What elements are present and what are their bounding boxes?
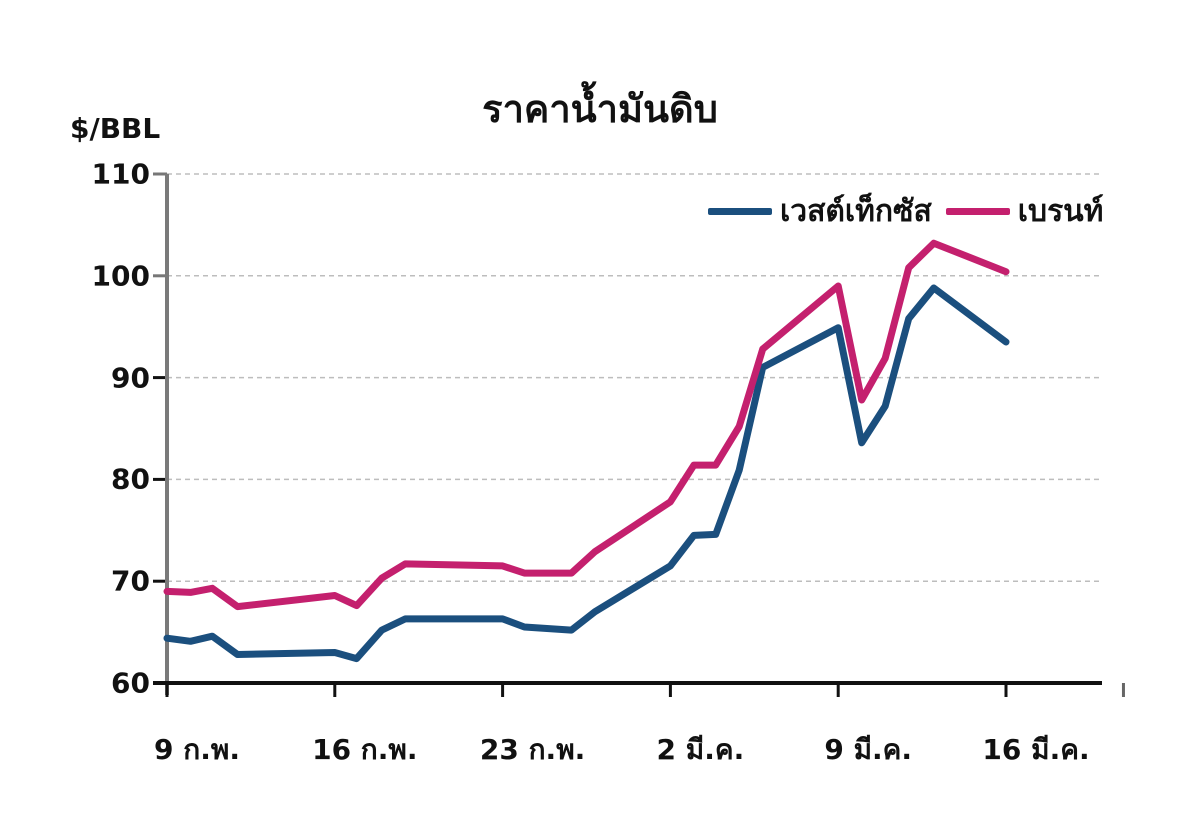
x-tick-label: 2 มี.ค. bbox=[656, 733, 745, 766]
x-tick-label: 9 มี.ค. bbox=[824, 733, 913, 766]
chart-title: ราคาน้ำมันดิบ bbox=[482, 87, 718, 131]
x-tick-label: 16 ก.พ. bbox=[312, 733, 418, 766]
y-tick-label: 100 bbox=[91, 259, 150, 293]
legend-swatch-brent bbox=[945, 208, 1010, 215]
series-line-brent bbox=[163, 239, 1010, 611]
axes bbox=[153, 172, 1125, 697]
gridlines bbox=[167, 173, 1102, 582]
x-tick-label: 16 มี.ค. bbox=[982, 733, 1090, 766]
y-tick-label: 110 bbox=[91, 157, 150, 191]
y-tick-label: 60 bbox=[111, 666, 150, 700]
series-line-wti bbox=[163, 284, 1010, 663]
data-lines bbox=[163, 239, 1010, 663]
legend-label-brent: เบรนท์ bbox=[1017, 194, 1104, 229]
legend-swatch-wti bbox=[708, 208, 772, 215]
y-tick-label: 80 bbox=[111, 462, 150, 496]
legend-item-brent: เบรนท์ bbox=[945, 188, 1104, 235]
y-tick-label: 90 bbox=[111, 361, 150, 395]
x-tick-label: 9 ก.พ. bbox=[154, 733, 240, 766]
y-axis-unit-label: $/BBL bbox=[70, 112, 161, 145]
legend-item-wti: เวสต์เท็กซัส bbox=[708, 188, 932, 235]
y-tick-label: 70 bbox=[111, 564, 150, 598]
legend: เวสต์เท็กซัส เบรนท์ bbox=[708, 188, 1117, 235]
legend-label-wti: เวสต์เท็กซัส bbox=[780, 194, 932, 229]
x-tick-label: 23 ก.พ. bbox=[479, 733, 586, 766]
